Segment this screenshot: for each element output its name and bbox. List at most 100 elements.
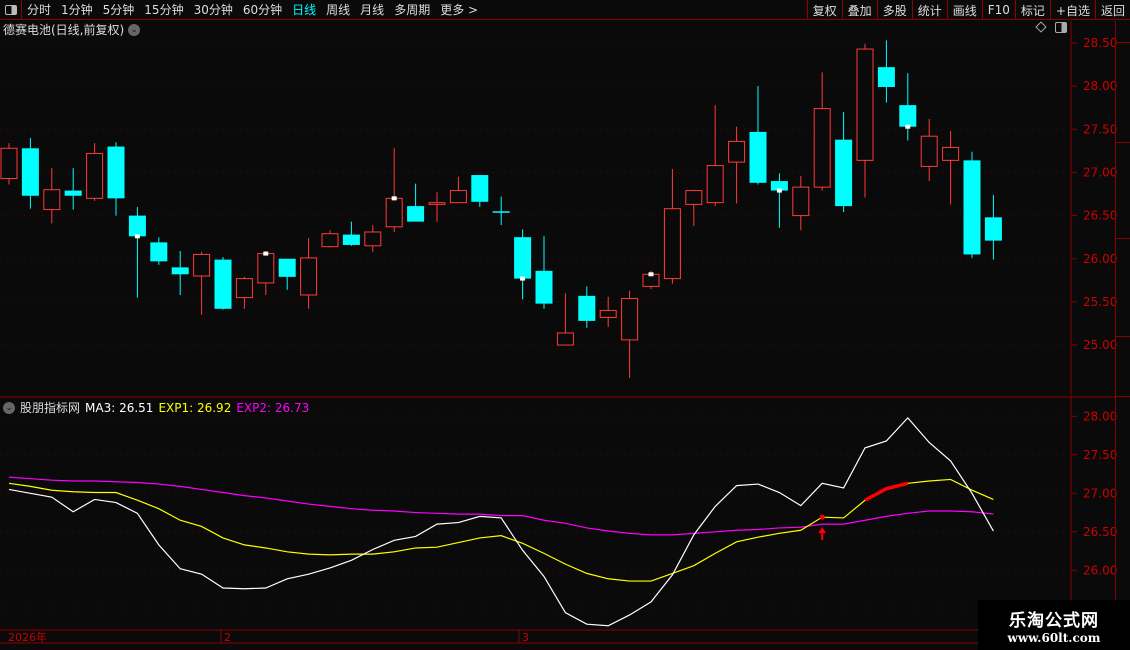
candle-body — [321, 233, 339, 248]
period-tab[interactable]: 周线 — [326, 3, 351, 17]
period-tab[interactable]: 60分钟 — [242, 3, 283, 17]
candle — [257, 250, 275, 295]
candle-body — [235, 278, 253, 299]
candle-body — [792, 186, 810, 217]
candle-body — [214, 259, 232, 309]
candle-body — [984, 217, 1002, 241]
candle — [749, 86, 767, 185]
period-tab[interactable]: 日线 — [292, 3, 317, 17]
date-label: 2 — [224, 631, 231, 644]
price-axis-label: 26.50 — [1083, 209, 1117, 223]
toolbar-button[interactable]: 复权 — [806, 0, 842, 20]
candle-body — [685, 190, 703, 205]
right-side-panel — [1115, 21, 1130, 630]
candle-body — [150, 242, 168, 262]
exp1-line — [8, 478, 994, 582]
candle — [86, 143, 104, 201]
period-tab[interactable]: 分时 — [27, 3, 52, 17]
candle-body — [128, 215, 146, 237]
chart-title: 德赛电池(日线,前复权) ⌄ — [3, 21, 141, 38]
indicator-axis-label: 28.00 — [1083, 409, 1117, 423]
price-axis-label: 25.00 — [1083, 338, 1117, 352]
chevron-down-icon[interactable]: ⌄ — [128, 23, 141, 36]
up-arrow-icon — [818, 527, 827, 541]
candle-body — [706, 165, 724, 204]
period-tab[interactable]: 多周期 — [394, 3, 431, 17]
candle — [813, 72, 831, 191]
period-tab[interactable]: 更多 > — [440, 3, 479, 17]
indicator-name[interactable]: 股朋指标网 — [20, 401, 81, 415]
period-tabs: 分时 1分钟 5分钟 15分钟 30分钟 60分钟 日线 周线 月线 多周期 更多 > — [22, 1, 483, 18]
period-tab[interactable]: 1分钟 — [61, 3, 93, 17]
candle-body — [728, 140, 746, 163]
chevron-down-icon[interactable]: ⌄ — [3, 401, 15, 414]
side-tab[interactable] — [1116, 143, 1130, 239]
candle-body — [407, 206, 425, 222]
watermark-logo: 乐淘公式网 www.60lt.com — [978, 600, 1130, 650]
toolbar-button[interactable]: +自选 — [1049, 0, 1095, 20]
candle-body — [492, 211, 510, 213]
period-tab[interactable]: 30分钟 — [193, 3, 233, 17]
candle-body — [86, 152, 104, 199]
candle — [770, 173, 788, 228]
price-axis-label: 27.50 — [1083, 122, 1117, 136]
candle-body — [64, 190, 82, 196]
candle-body — [449, 190, 467, 204]
candle — [278, 258, 296, 290]
marker-square — [648, 272, 654, 277]
toolbar-button[interactable]: 统计 — [911, 0, 947, 20]
marker-square — [905, 124, 911, 129]
candle — [128, 206, 146, 298]
marker-square — [263, 251, 269, 256]
marker-square — [134, 234, 140, 239]
stock-name: 德赛电池(日线,前复权) — [3, 23, 125, 37]
period-tab[interactable]: 月线 — [360, 3, 385, 17]
panel-toggle-button[interactable] — [0, 0, 22, 20]
toolbar-button[interactable]: 叠加 — [841, 0, 877, 20]
candle-body — [963, 160, 981, 255]
candle-body — [920, 135, 938, 167]
side-tab[interactable] — [1116, 337, 1130, 397]
candle — [535, 236, 553, 309]
toolbar-button[interactable]: 返回 — [1094, 0, 1130, 20]
candle-body — [43, 189, 61, 211]
candle-body — [471, 175, 489, 202]
candle-body — [942, 146, 960, 161]
indicator-axis-label: 26.00 — [1083, 563, 1117, 577]
candle — [64, 168, 82, 210]
toolbar-button[interactable]: F10 — [981, 0, 1015, 20]
candle — [385, 148, 403, 232]
period-tab[interactable]: 5分钟 — [102, 3, 135, 17]
side-tab[interactable] — [1116, 239, 1130, 337]
panel-toggle-icon[interactable] — [1055, 22, 1067, 33]
candle — [984, 194, 1002, 260]
ma3-value: MA3: 26.51 — [85, 400, 154, 415]
candle — [407, 183, 425, 222]
candle-body — [877, 67, 895, 88]
side-tab[interactable] — [1116, 21, 1130, 43]
date-label: 2026年 — [8, 630, 47, 644]
toolbar-button[interactable]: 画线 — [946, 0, 982, 20]
candle-body — [257, 253, 275, 284]
candle — [578, 286, 596, 328]
candle-body — [770, 181, 788, 191]
toolbar-button[interactable]: 标记 — [1014, 0, 1050, 20]
watermark-name: 乐淘公式网 — [1009, 610, 1099, 631]
candle — [43, 168, 61, 224]
watermark-url: www.60lt.com — [1007, 630, 1101, 645]
marker-square — [391, 196, 397, 201]
ma3-line — [8, 416, 994, 627]
toolbar-button[interactable]: 多股 — [876, 0, 912, 20]
side-tab[interactable] — [1116, 43, 1130, 143]
candle — [235, 276, 253, 309]
candle — [920, 118, 938, 182]
period-tab[interactable]: 15分钟 — [144, 3, 184, 17]
candle — [599, 296, 617, 327]
candle — [663, 168, 681, 284]
candle — [342, 221, 360, 246]
candle-body — [193, 253, 211, 277]
candle — [899, 73, 917, 141]
candle — [792, 175, 810, 231]
candle-body — [835, 139, 853, 207]
